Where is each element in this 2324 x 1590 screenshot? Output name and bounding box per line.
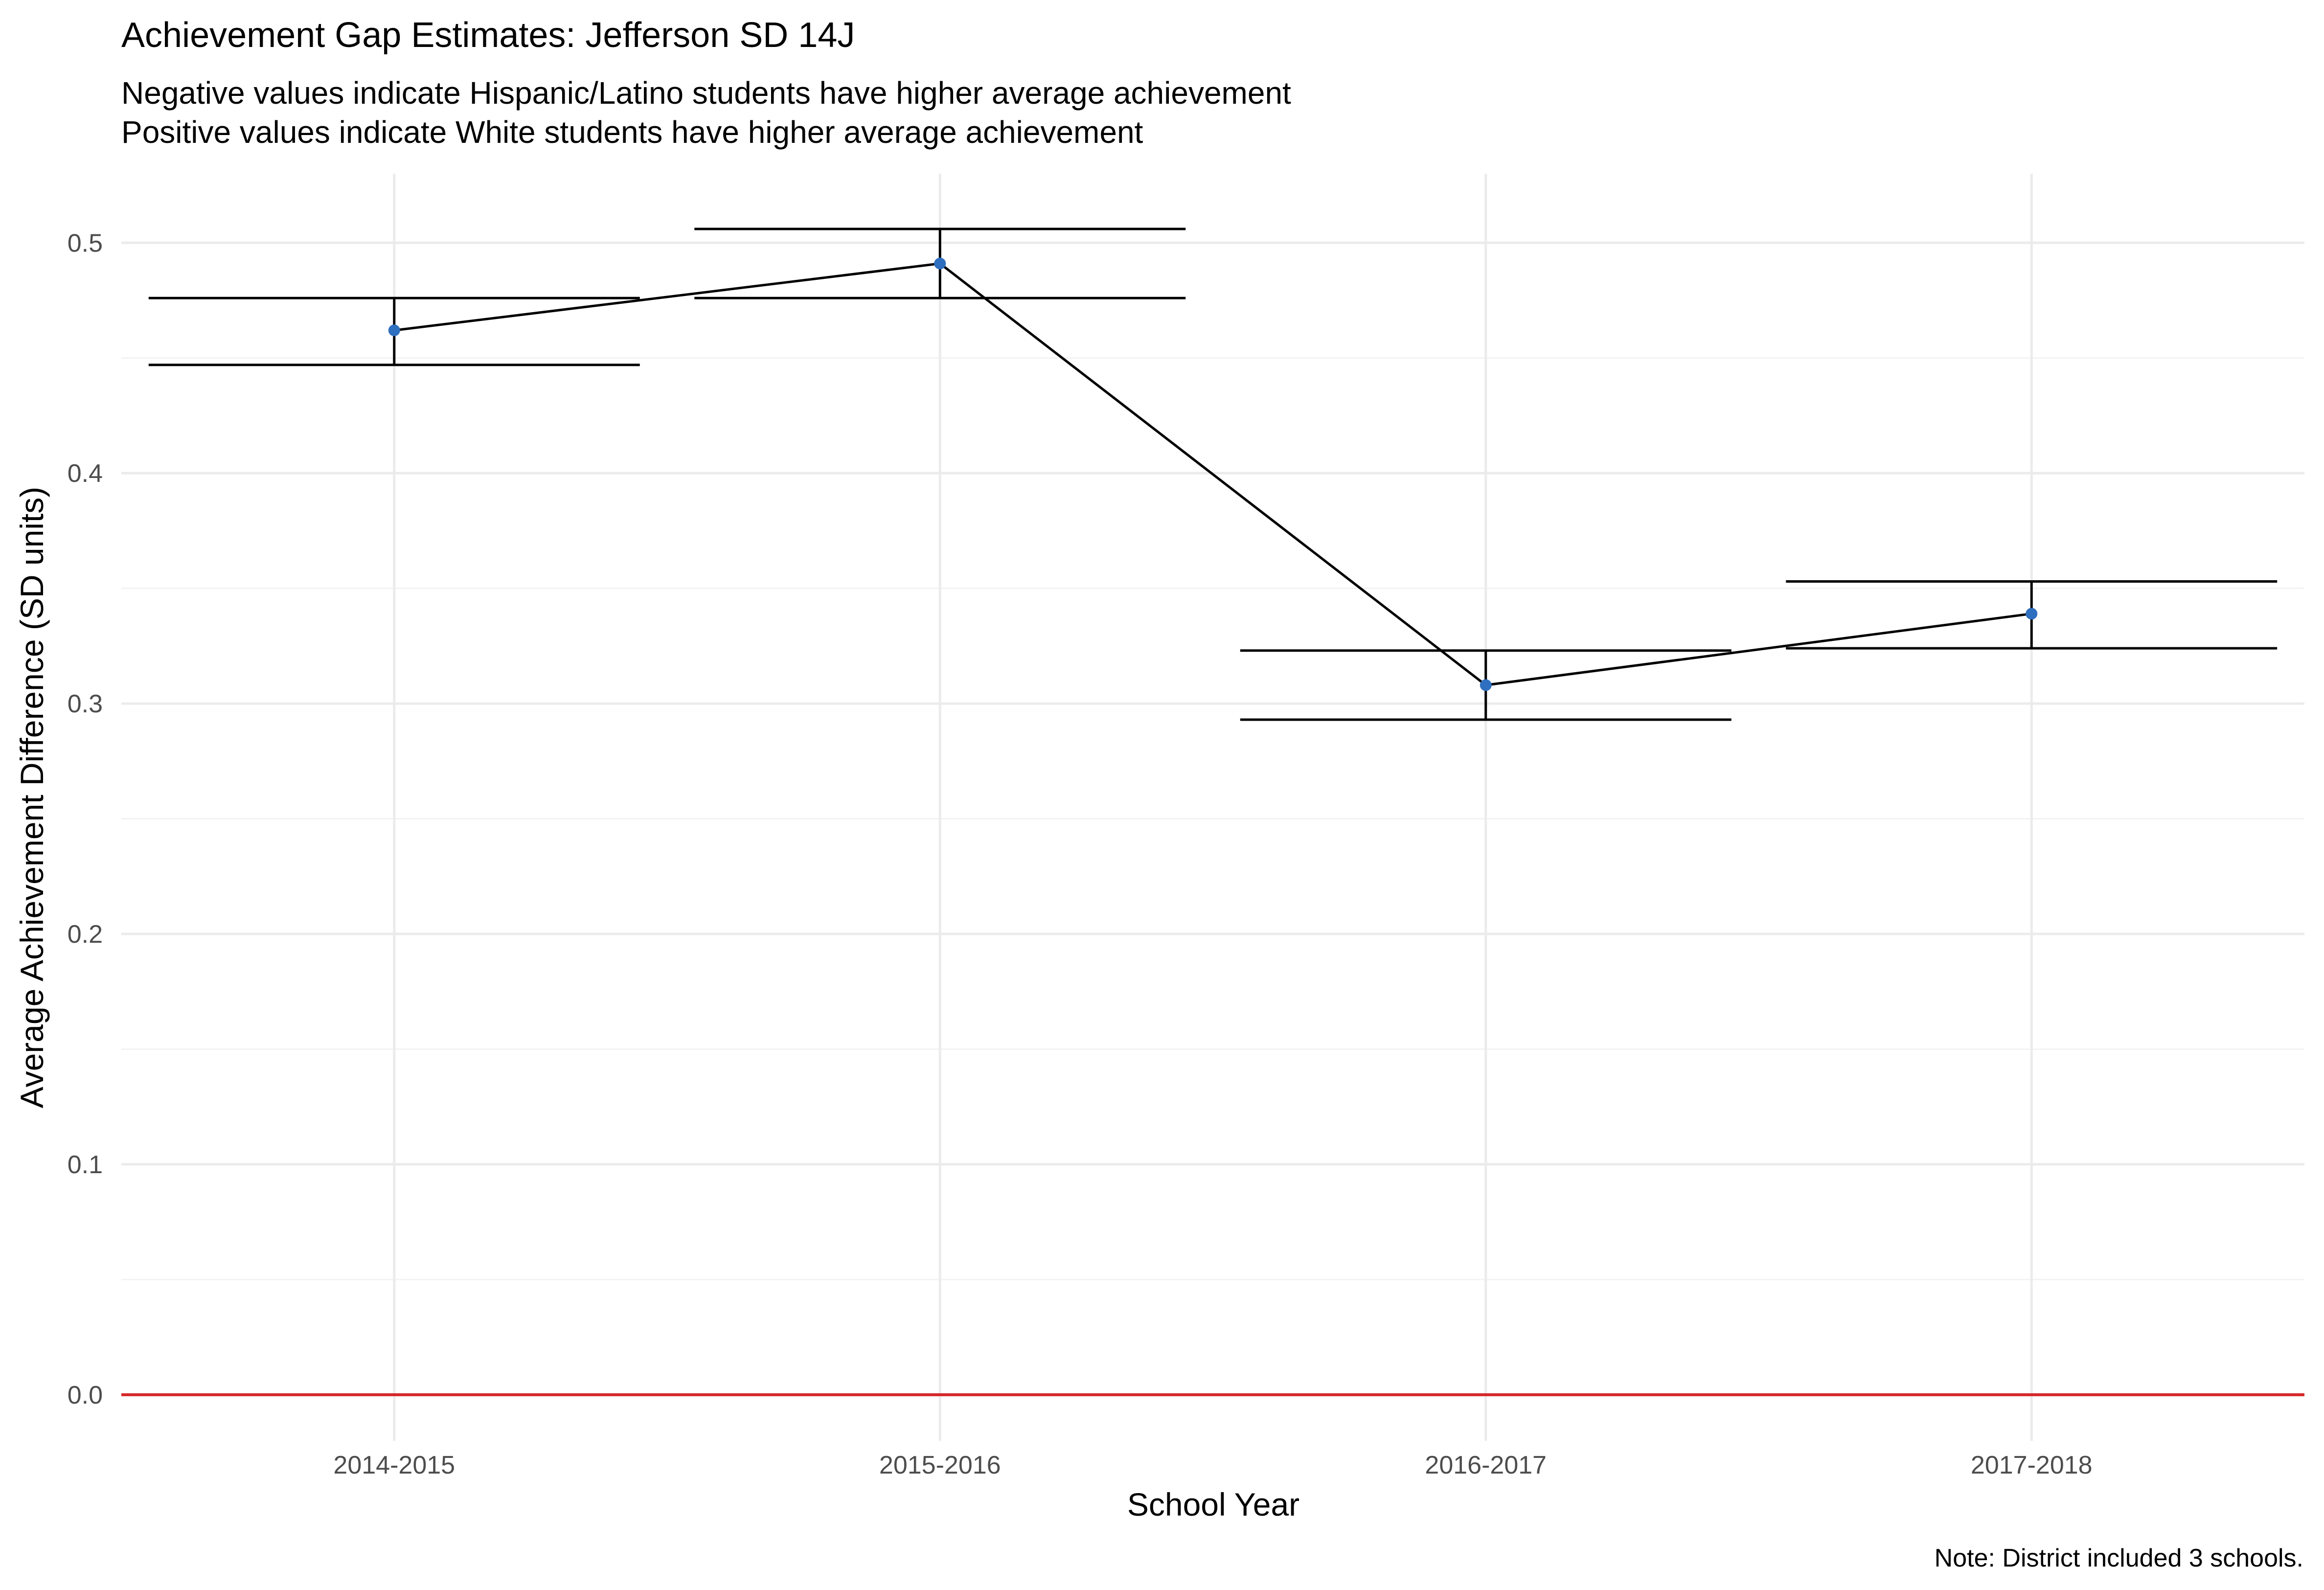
- data-point: [934, 257, 946, 270]
- y-tick-label: 0.1: [68, 1151, 103, 1179]
- y-tick-labels: 0.0 0.1 0.2 0.3 0.4 0.5: [68, 229, 103, 1409]
- data-point: [2026, 608, 2038, 620]
- x-tick-label: 2017-2018: [1971, 1451, 2093, 1479]
- chart-subtitle-line-1: Negative values indicate Hispanic/Latino…: [121, 75, 1291, 111]
- chart-caption: Note: District included 3 schools.: [1935, 1544, 2303, 1572]
- y-tick-label: 0.5: [68, 229, 103, 257]
- chart-subtitle-line-2: Positive values indicate White students …: [121, 114, 1143, 150]
- errorbar-layer: [148, 227, 2278, 721]
- chart-title: Achievement Gap Estimates: Jefferson SD …: [121, 16, 855, 55]
- y-tick-label: 0.4: [68, 459, 103, 488]
- x-axis-title: School Year: [1127, 1486, 1299, 1522]
- y-tick-label: 0.3: [68, 690, 103, 718]
- x-tick-label: 2015-2016: [879, 1451, 1001, 1479]
- y-axis-title: Average Achievement Difference (SD units…: [14, 487, 50, 1109]
- x-tick-label: 2016-2017: [1425, 1451, 1547, 1479]
- data-point: [1480, 679, 1492, 691]
- y-tick-label: 0.0: [68, 1381, 103, 1409]
- series-line: [394, 262, 2032, 687]
- series-line-layer: [394, 262, 2032, 687]
- data-point: [388, 324, 400, 337]
- x-tick-labels: 2014-2015 2015-2016 2016-2017 2017-2018: [333, 1451, 2092, 1479]
- points-layer: [388, 257, 2038, 691]
- x-tick-label: 2014-2015: [333, 1451, 455, 1479]
- y-tick-label: 0.2: [68, 920, 103, 949]
